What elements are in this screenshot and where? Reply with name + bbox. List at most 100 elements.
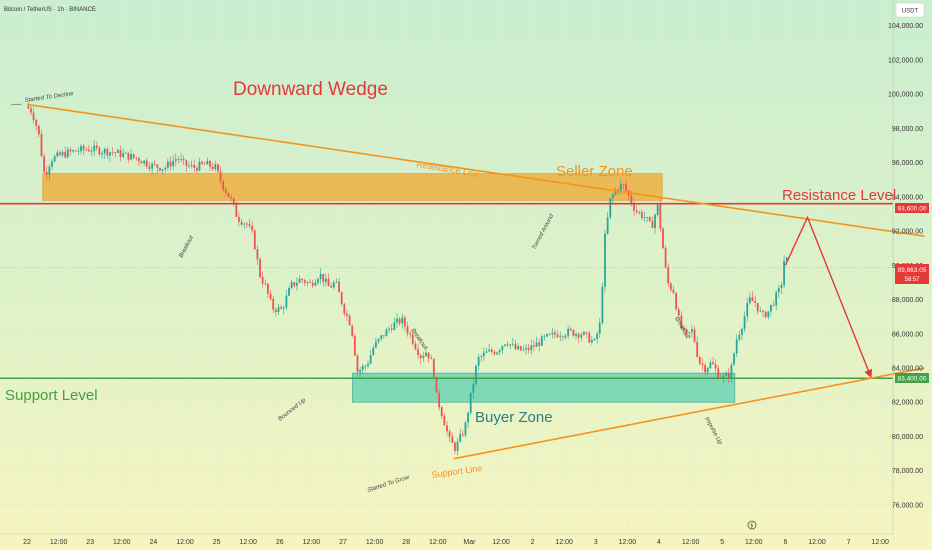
candle-body [538, 342, 541, 346]
candle-body [446, 425, 448, 432]
candle-body [583, 331, 585, 335]
candle-body [53, 156, 56, 162]
candle-body [367, 363, 369, 366]
candle-body [90, 151, 93, 152]
candle-body [253, 230, 256, 250]
candle-body [654, 214, 656, 229]
symbol-title: Bitcoin / TetherUS · 1h · BINANCE [4, 7, 96, 13]
candle-body [382, 335, 385, 337]
candle-body [259, 259, 261, 277]
x-tick-label: 12:00 [303, 539, 321, 546]
candle-body [775, 292, 778, 306]
candle-body [138, 158, 140, 162]
candle-body [506, 344, 509, 346]
candle-body [82, 146, 85, 150]
candle-body [648, 217, 651, 222]
x-tick-label: 2 [531, 539, 535, 546]
candle-body [733, 353, 735, 365]
candle-body [656, 203, 659, 215]
candle-body [767, 311, 770, 318]
candle-body [338, 281, 340, 293]
candle-body [401, 317, 404, 324]
candle-body [556, 334, 559, 338]
candle-body [522, 349, 525, 351]
candle-body [301, 278, 304, 281]
candle-body [87, 149, 90, 152]
candle-body [64, 152, 67, 158]
candle-body [635, 210, 638, 213]
candle-body [161, 169, 164, 171]
candle-body [230, 196, 232, 199]
support-trend-line [453, 367, 925, 460]
candle-body [451, 436, 454, 443]
candle-body [74, 150, 77, 152]
y-tick-label: 82,000.00 [892, 400, 923, 407]
candle-body [696, 341, 699, 357]
candle-body [417, 349, 419, 356]
candle-body [238, 216, 240, 222]
candle-body [109, 152, 111, 156]
currency-label: USDT [902, 9, 919, 15]
candle-body [561, 336, 564, 338]
candle-body [85, 149, 88, 151]
candle-body [569, 328, 572, 330]
candle-body [493, 351, 496, 355]
candle-body [741, 328, 743, 335]
x-tick-label: 12:00 [871, 539, 889, 546]
candle-body [106, 149, 109, 156]
candle-body [543, 336, 546, 338]
lightning-bolt-glyph [750, 521, 754, 529]
candle-body [701, 363, 704, 366]
candle-body [598, 322, 601, 334]
candle-body [691, 329, 693, 333]
candle-body [464, 422, 467, 436]
lightning-icon[interactable] [747, 520, 757, 530]
x-tick-label: 12:00 [50, 539, 68, 546]
candle-body [498, 350, 501, 353]
candle-body [672, 289, 675, 294]
candle-body [332, 282, 335, 288]
candle-body [335, 281, 338, 283]
lines-layer [0, 103, 925, 460]
candle-body [293, 282, 296, 286]
candle-body [122, 153, 125, 157]
candle-body [588, 332, 591, 343]
candle-body [274, 309, 277, 312]
candle-body [322, 273, 325, 283]
candle-body [393, 322, 396, 330]
candle-body [633, 203, 635, 211]
x-tick-label: 12:00 [492, 539, 510, 546]
candle-body [364, 365, 367, 367]
y-tick-label: 84,000.00 [892, 365, 923, 372]
candle-body [717, 368, 720, 378]
candle-body [116, 149, 119, 153]
candle-body [356, 355, 359, 373]
candle-body [540, 336, 543, 346]
annotation-arrow [10, 103, 23, 106]
candle-body [559, 336, 562, 338]
candle-body [567, 328, 570, 336]
currency-badge[interactable] [895, 2, 925, 18]
candle-body [430, 358, 433, 360]
candle-body [124, 152, 127, 154]
candle-body [604, 233, 606, 287]
candle-body [209, 160, 211, 167]
candle-body [683, 328, 685, 330]
candle-body [727, 373, 730, 378]
candle-body [411, 334, 414, 344]
candle-body [80, 146, 82, 152]
candle-body [222, 181, 225, 190]
candle-body [625, 184, 627, 191]
candle-body [609, 198, 612, 218]
candle-body [406, 326, 409, 334]
candle-body [172, 160, 175, 167]
candle-body [380, 335, 383, 339]
candle-body [640, 212, 643, 218]
x-tick-label: 12:00 [555, 539, 573, 546]
candle-body [37, 125, 40, 135]
candle-body [240, 221, 243, 225]
y-tick-label: 102,000.00 [888, 57, 923, 64]
candle-body [330, 286, 333, 288]
candle-body [280, 307, 283, 309]
